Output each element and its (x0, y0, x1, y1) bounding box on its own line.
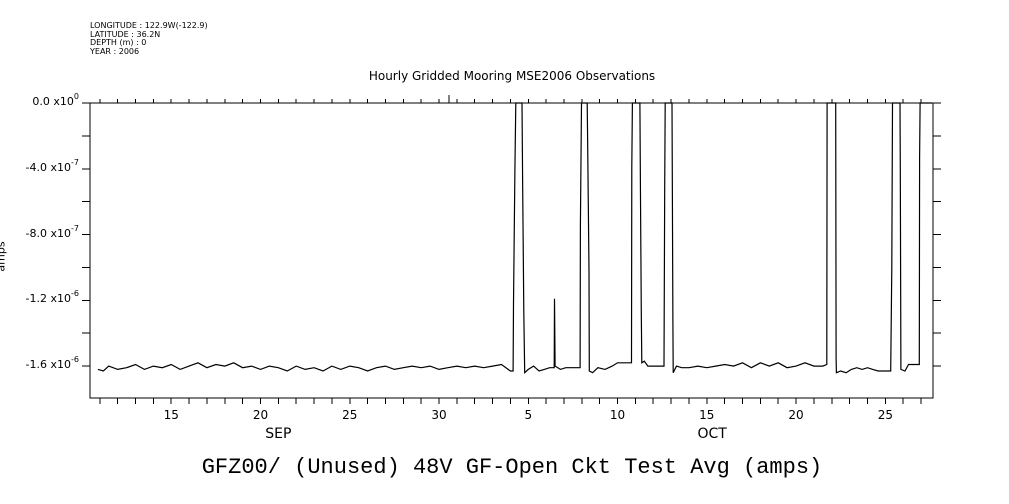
x-tick-label: 25 (877, 408, 893, 422)
y-tick-exponent: -7 (71, 223, 79, 233)
longitude-label: LONGITUDE : 122.9W(-122.9) (90, 21, 208, 30)
y-tick-label: -4.0 x10-7 (25, 157, 79, 174)
x-tick-label: 5 (524, 408, 533, 422)
y-tick-mantissa: -8.0 x10 (25, 226, 72, 240)
x-tick-label: 15 (699, 408, 715, 422)
y-tick-label: 0.0 x100 (32, 92, 79, 109)
y-tick-mantissa: -4.0 x10 (25, 160, 72, 174)
metadata-header: LONGITUDE : 122.9W(-122.9) LATITUDE : 36… (90, 21, 208, 56)
series-line (97, 102, 932, 375)
year-label: YEAR : 2006 (90, 46, 140, 56)
latitude-label: LATITUDE : 36.2N (90, 29, 161, 39)
y-tick-label: -8.0 x10-7 (25, 223, 79, 240)
y-tick-label: -1.2 x10-6 (25, 289, 79, 306)
y-tick-mantissa: -1.2 x10 (25, 292, 72, 306)
x-tick-label: 20 (252, 408, 269, 422)
y-tick-exponent: -7 (71, 157, 79, 167)
variable-title: GFZ00/ (Unused) 48V GF-Open Ckt Test Avg… (201, 455, 823, 480)
month-label: SEP (265, 426, 292, 442)
month-label: OCT (697, 426, 727, 442)
chart-title: Hourly Gridded Mooring MSE2006 Observati… (368, 69, 656, 83)
y-tick-mantissa: 0.0 x10 (32, 95, 74, 108)
x-tick-label: 10 (609, 408, 626, 422)
x-tick-label: 15 (163, 408, 179, 422)
y-tick-mantissa: -1.6 x10 (25, 358, 72, 372)
y-tick-exponent: 0 (73, 92, 79, 101)
plot-frame (89, 102, 934, 399)
x-tick-label: 30 (431, 408, 447, 422)
y-tick-label: -1.6 x10-6 (25, 355, 79, 372)
x-tick-label: 25 (342, 408, 358, 422)
y-tick-exponent: -6 (71, 355, 79, 365)
y-tick-exponent: -6 (71, 289, 79, 299)
x-tick-label: 20 (788, 408, 804, 422)
depth-label: DEPTH (m) : 0 (90, 38, 147, 47)
